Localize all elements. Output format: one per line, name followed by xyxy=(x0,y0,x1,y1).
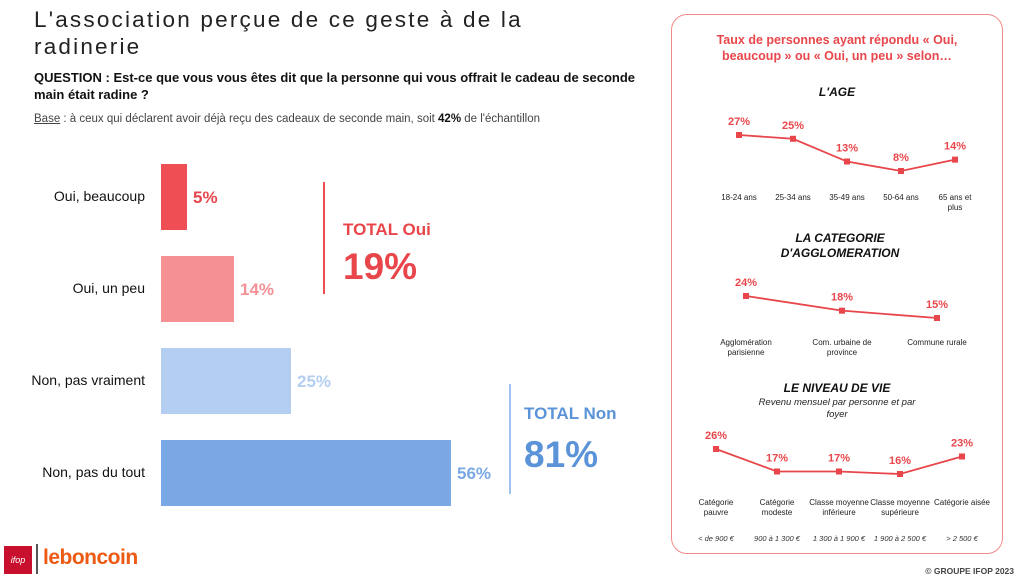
bar-category-label: Non, pas du tout xyxy=(42,464,145,480)
agglo-section-title: LA CATEGORIE D'AGGLOMERATION xyxy=(780,231,900,260)
question-text: QUESTION : Est-ce que vous vous êtes dit… xyxy=(34,70,636,102)
data-point xyxy=(836,468,842,475)
bar-value-label: 14% xyxy=(240,280,275,299)
data-point xyxy=(959,453,965,460)
data-point xyxy=(790,135,796,142)
data-point xyxy=(934,315,940,321)
niveau-section-title: LE NIVEAU DE VIE xyxy=(783,381,891,395)
data-label: 27% xyxy=(728,116,750,128)
logo-separator xyxy=(36,544,38,574)
income-range-label: < de 900 € xyxy=(698,534,734,543)
data-point xyxy=(713,446,719,452)
category-label: 50-64 ans xyxy=(883,193,919,202)
category-label: Classe moyenne inférieure xyxy=(809,498,869,517)
total-oui-label: TOTAL Oui xyxy=(343,220,431,239)
data-point xyxy=(736,132,742,138)
bar xyxy=(161,348,291,414)
category-label: Commune rurale xyxy=(907,338,967,347)
page-title: L'association perçue de ce geste à de la… xyxy=(34,7,523,59)
leboncoin-logo: leboncoin xyxy=(43,546,138,569)
category-label: Catégorie modeste xyxy=(760,498,795,517)
data-point xyxy=(774,468,780,475)
income-range-label: > 2 500 € xyxy=(946,534,978,543)
total-non-label: TOTAL Non xyxy=(524,404,617,423)
category-label: Catégorie aisée xyxy=(934,498,991,507)
bar-category-label: Oui, un peu xyxy=(72,280,145,296)
data-label: 14% xyxy=(944,141,966,153)
category-label: 25-34 ans xyxy=(775,193,811,202)
data-point xyxy=(898,168,904,174)
breakdown-panel xyxy=(671,14,1003,554)
data-label: 8% xyxy=(893,152,909,164)
total-oui-value: 19% xyxy=(343,246,418,287)
data-label: 17% xyxy=(766,453,788,465)
data-point xyxy=(839,307,845,314)
panel-heading: Taux de personnes ayant répondu « Oui, b… xyxy=(716,33,958,63)
data-label: 16% xyxy=(889,455,911,467)
data-label: 15% xyxy=(926,299,948,311)
bar xyxy=(161,440,451,506)
total-oui-divider xyxy=(323,182,325,294)
base-suffix: de l'échantillon xyxy=(461,113,540,125)
total-non-divider xyxy=(509,384,511,494)
bar-category-label: Non, pas vraiment xyxy=(31,372,145,388)
data-point xyxy=(743,293,749,299)
bar xyxy=(161,164,187,230)
bar-category-label: Oui, beaucoup xyxy=(53,188,145,204)
data-label: 18% xyxy=(831,292,853,304)
category-label: 35-49 ans xyxy=(829,193,865,202)
base-label: Base xyxy=(34,113,61,125)
copyright: © GROUPE IFOP 2023 xyxy=(925,566,1014,576)
category-label: Com. urbaine de province xyxy=(812,338,872,357)
age-section-title: L'AGE xyxy=(818,85,856,99)
base-pct: 42% xyxy=(438,113,462,125)
base-text: : à ceux qui déclarent avoir déjà reçu d… xyxy=(60,113,439,125)
category-label: Agglomération parisienne xyxy=(720,338,772,357)
bar-value-label: 56% xyxy=(457,464,492,483)
income-range-label: 1 300 à 1 900 € xyxy=(813,534,866,543)
category-label: 18-24 ans xyxy=(721,193,757,202)
ifop-logo: ifop xyxy=(4,546,32,574)
bar-value-label: 5% xyxy=(193,188,218,207)
total-non-value: 81% xyxy=(524,434,599,475)
data-point xyxy=(897,471,903,477)
category-label: Classe moyenne supérieure xyxy=(870,498,930,517)
base-note: Base : à ceux qui déclarent avoir déjà r… xyxy=(34,113,540,125)
income-range-label: 900 à 1 300 € xyxy=(754,534,801,543)
bar xyxy=(161,256,234,322)
niveau-section-subtitle: Revenu mensuel par personne et par foyer xyxy=(758,397,916,420)
bar-value-label: 25% xyxy=(297,372,332,391)
income-range-label: 1 900 à 2 500 € xyxy=(874,534,927,543)
data-label: 23% xyxy=(951,438,973,450)
data-label: 17% xyxy=(828,453,850,465)
data-label: 24% xyxy=(735,277,757,289)
category-label: 65 ans et plus xyxy=(939,193,973,212)
data-point xyxy=(952,156,958,163)
category-label: Catégorie pauvre xyxy=(699,498,734,517)
data-label: 25% xyxy=(782,120,804,132)
data-label: 26% xyxy=(705,430,727,442)
data-label: 13% xyxy=(836,143,858,155)
data-point xyxy=(844,158,850,165)
